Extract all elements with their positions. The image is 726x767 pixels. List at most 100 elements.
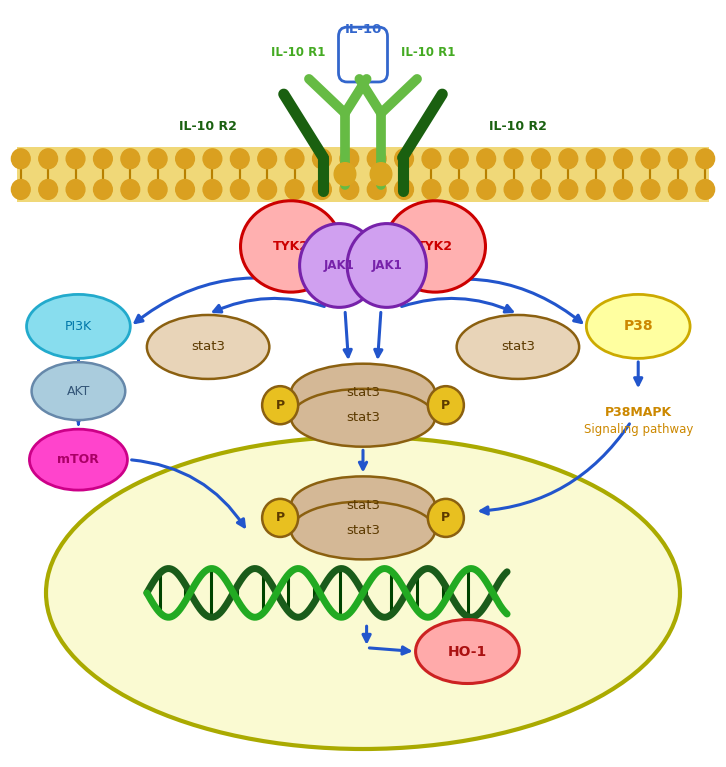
- Circle shape: [340, 179, 359, 199]
- Text: stat3: stat3: [191, 341, 225, 354]
- Text: IL-10 R2: IL-10 R2: [489, 120, 547, 133]
- Circle shape: [587, 179, 605, 199]
- Circle shape: [422, 179, 441, 199]
- Text: P38MAPK: P38MAPK: [605, 406, 672, 419]
- Circle shape: [370, 163, 392, 186]
- Text: stat3: stat3: [346, 499, 380, 512]
- Ellipse shape: [291, 502, 435, 559]
- Circle shape: [367, 179, 386, 199]
- Circle shape: [531, 149, 550, 169]
- Text: TYK2: TYK2: [273, 240, 309, 253]
- Circle shape: [176, 179, 195, 199]
- Circle shape: [340, 149, 359, 169]
- Circle shape: [66, 179, 85, 199]
- Circle shape: [505, 149, 523, 169]
- Text: AKT: AKT: [67, 384, 90, 397]
- FancyBboxPatch shape: [17, 146, 709, 202]
- Circle shape: [12, 179, 30, 199]
- Ellipse shape: [347, 224, 426, 308]
- Ellipse shape: [385, 201, 486, 292]
- Circle shape: [285, 179, 304, 199]
- Text: stat3: stat3: [346, 411, 380, 424]
- Text: HO-1: HO-1: [448, 644, 487, 659]
- Circle shape: [121, 179, 139, 199]
- Circle shape: [531, 179, 550, 199]
- Circle shape: [121, 149, 139, 169]
- Circle shape: [176, 149, 195, 169]
- Ellipse shape: [457, 315, 579, 379]
- Circle shape: [449, 149, 468, 169]
- Circle shape: [148, 179, 167, 199]
- Circle shape: [559, 179, 578, 199]
- Circle shape: [395, 149, 413, 169]
- Circle shape: [641, 149, 660, 169]
- Text: P: P: [441, 512, 450, 525]
- Circle shape: [66, 149, 85, 169]
- Circle shape: [313, 149, 331, 169]
- Circle shape: [449, 179, 468, 199]
- Circle shape: [258, 149, 277, 169]
- Circle shape: [94, 149, 113, 169]
- Ellipse shape: [32, 362, 126, 420]
- Circle shape: [428, 499, 464, 537]
- Circle shape: [262, 386, 298, 424]
- Text: IL-10 R2: IL-10 R2: [179, 120, 237, 133]
- Ellipse shape: [46, 436, 680, 749]
- Text: JAK1: JAK1: [372, 259, 402, 272]
- Circle shape: [230, 179, 249, 199]
- Circle shape: [428, 386, 464, 424]
- Circle shape: [477, 179, 496, 199]
- Text: Signaling pathway: Signaling pathway: [584, 423, 693, 436]
- Circle shape: [613, 179, 632, 199]
- Text: P: P: [441, 399, 450, 412]
- Text: PI3K: PI3K: [65, 320, 92, 333]
- Circle shape: [38, 149, 57, 169]
- Circle shape: [395, 179, 413, 199]
- Ellipse shape: [415, 620, 519, 683]
- Text: stat3: stat3: [501, 341, 535, 354]
- Text: IL-10 R1: IL-10 R1: [401, 46, 455, 59]
- Circle shape: [505, 179, 523, 199]
- Text: IL-10 R1: IL-10 R1: [271, 46, 325, 59]
- Text: stat3: stat3: [346, 524, 380, 537]
- Ellipse shape: [291, 389, 435, 446]
- Circle shape: [313, 179, 331, 199]
- Circle shape: [367, 149, 386, 169]
- Ellipse shape: [27, 295, 130, 358]
- Text: IL-10: IL-10: [344, 23, 382, 36]
- Ellipse shape: [147, 315, 269, 379]
- Circle shape: [230, 149, 249, 169]
- Circle shape: [669, 149, 688, 169]
- Text: mTOR: mTOR: [57, 453, 99, 466]
- Ellipse shape: [30, 430, 128, 490]
- Circle shape: [613, 149, 632, 169]
- Circle shape: [587, 149, 605, 169]
- Ellipse shape: [291, 364, 435, 422]
- Text: P: P: [276, 399, 285, 412]
- Text: TYK2: TYK2: [417, 240, 453, 253]
- Ellipse shape: [587, 295, 690, 358]
- Text: P: P: [276, 512, 285, 525]
- Circle shape: [422, 149, 441, 169]
- Circle shape: [669, 179, 688, 199]
- Circle shape: [203, 149, 221, 169]
- Circle shape: [148, 149, 167, 169]
- Circle shape: [285, 149, 304, 169]
- Ellipse shape: [240, 201, 341, 292]
- Circle shape: [203, 179, 221, 199]
- Circle shape: [94, 179, 113, 199]
- Ellipse shape: [300, 224, 379, 308]
- Text: stat3: stat3: [346, 386, 380, 399]
- Circle shape: [696, 149, 714, 169]
- Circle shape: [334, 163, 356, 186]
- FancyBboxPatch shape: [338, 27, 388, 82]
- Ellipse shape: [291, 476, 435, 535]
- Circle shape: [38, 179, 57, 199]
- Circle shape: [477, 149, 496, 169]
- Circle shape: [559, 149, 578, 169]
- Text: JAK1: JAK1: [324, 259, 354, 272]
- Circle shape: [641, 179, 660, 199]
- Circle shape: [262, 499, 298, 537]
- Circle shape: [12, 149, 30, 169]
- Circle shape: [258, 179, 277, 199]
